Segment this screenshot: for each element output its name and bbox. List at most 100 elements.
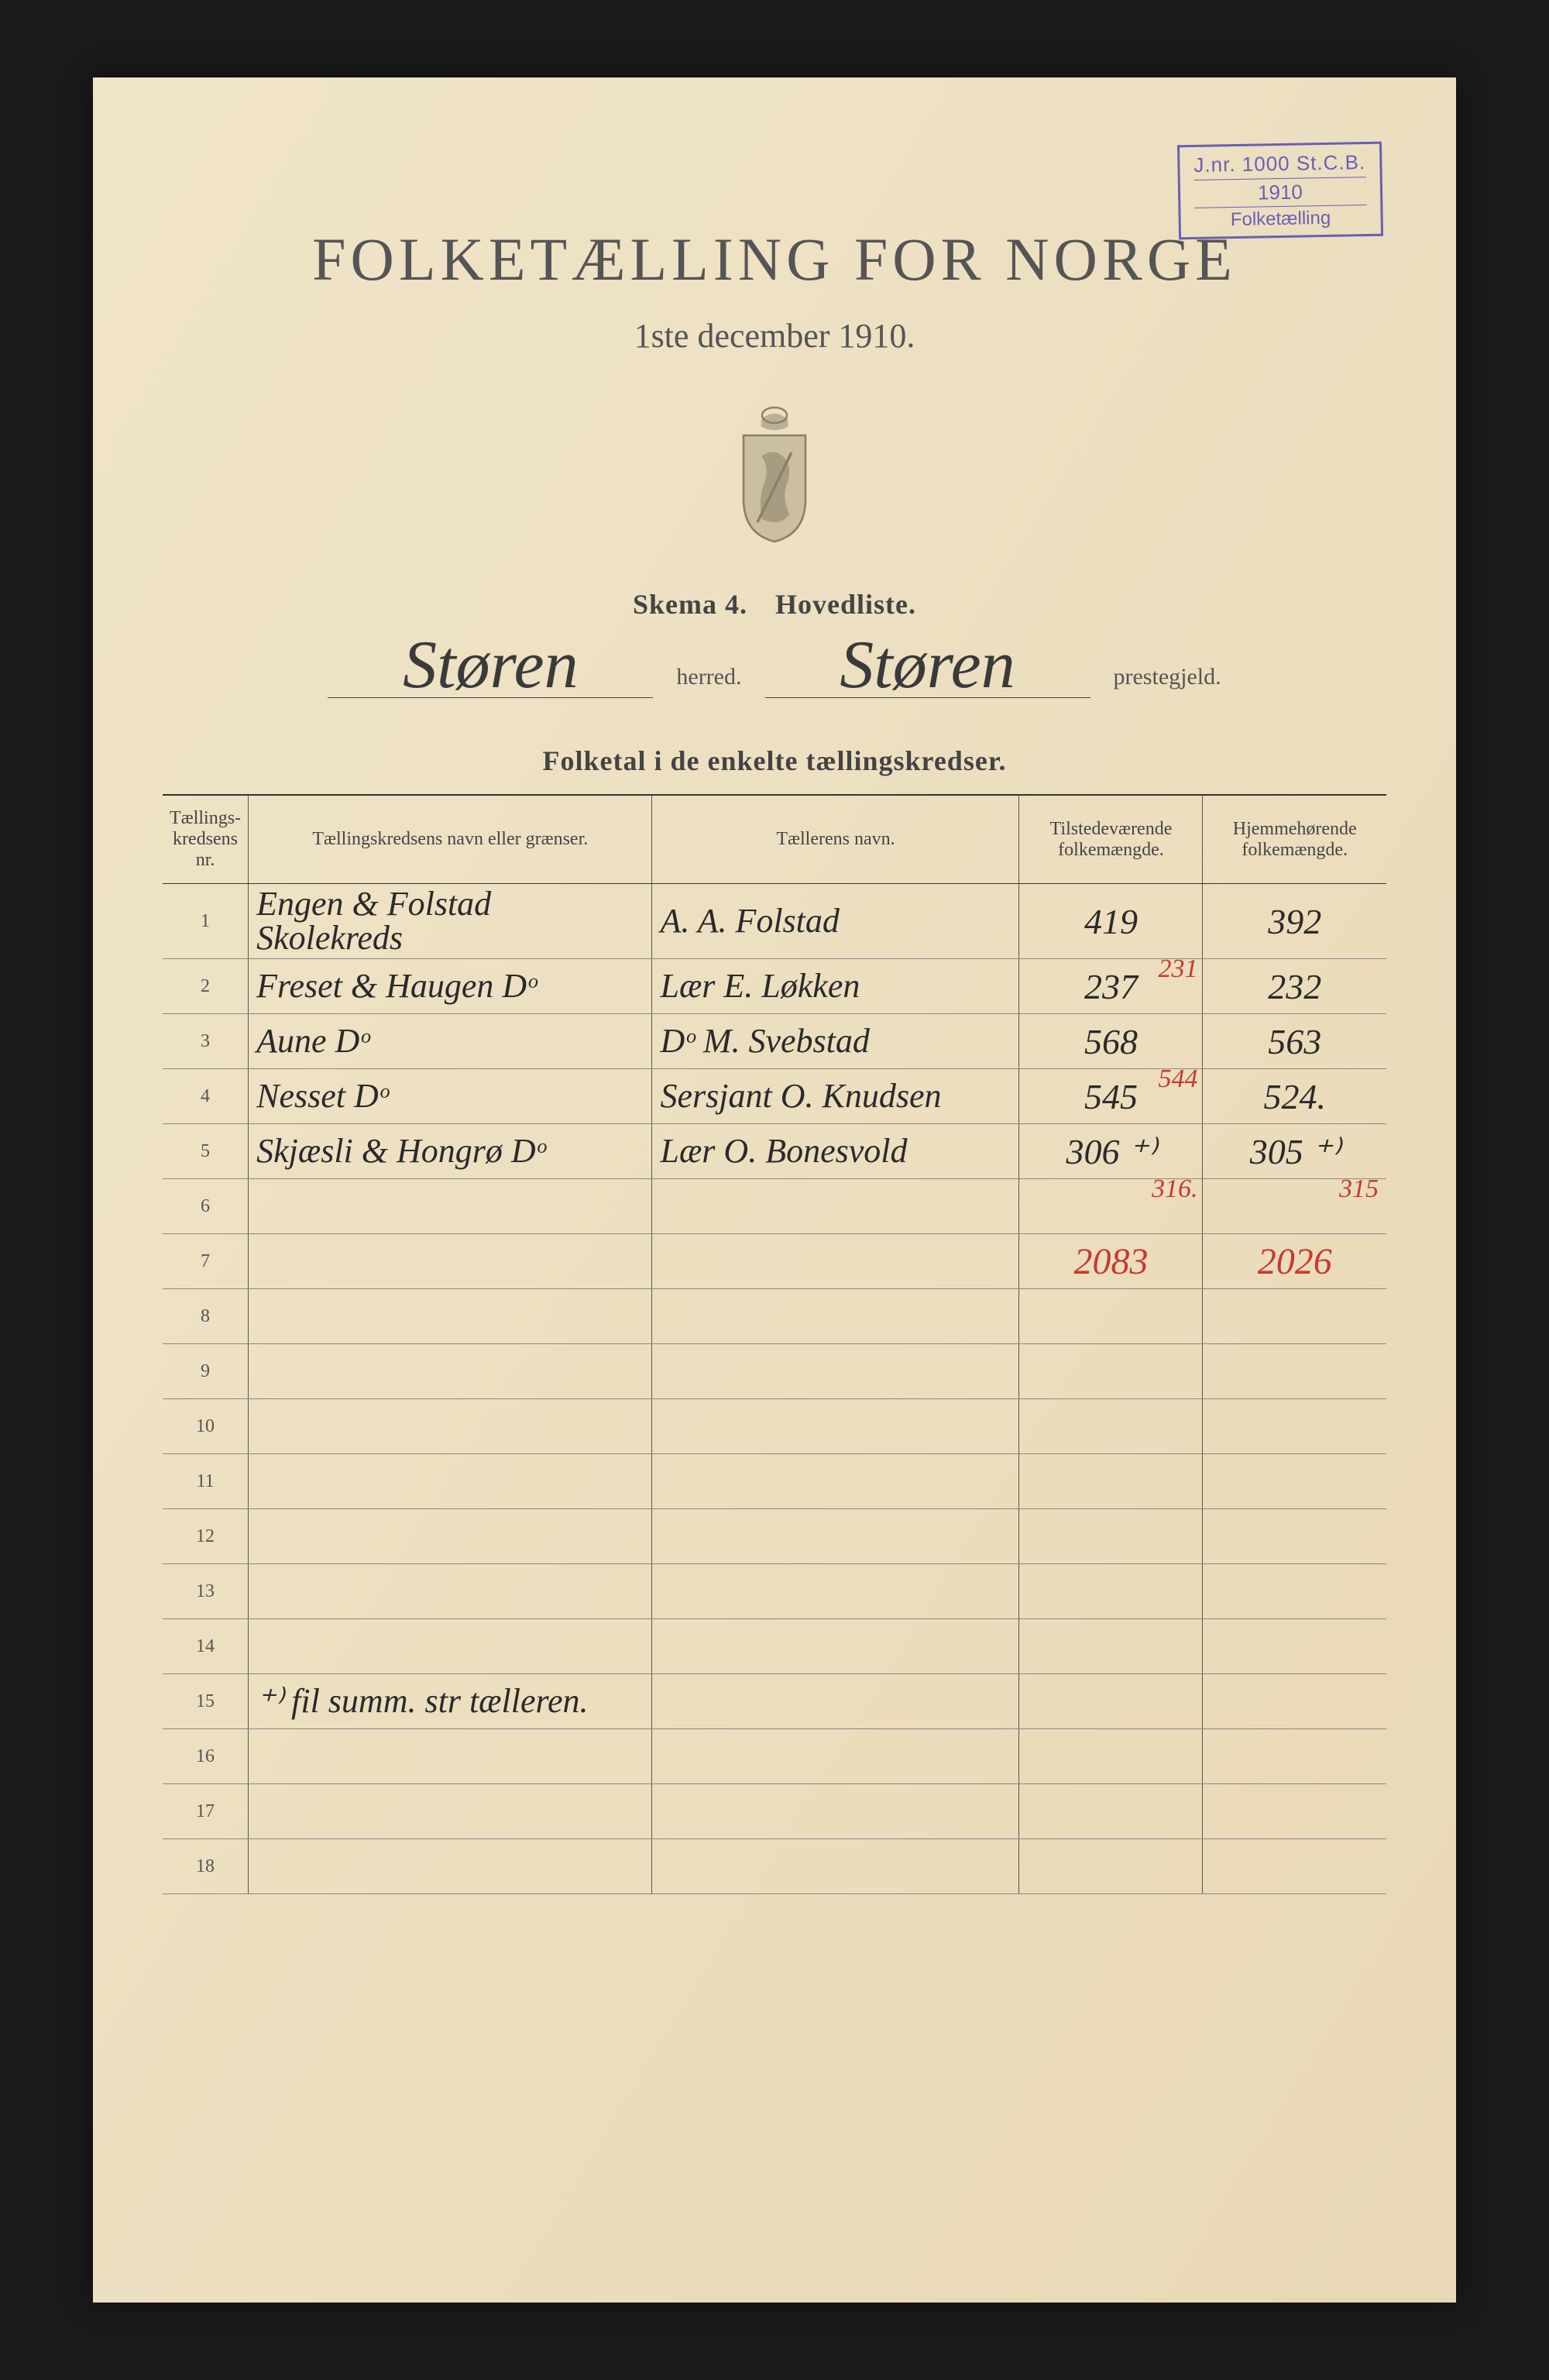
cell-enumerator-name: Lær O. Bonesvold — [652, 1124, 1019, 1179]
cell-row-number: 14 — [163, 1619, 249, 1674]
cell-enumerator-name: Dᵒ M. Svebstad — [652, 1014, 1019, 1069]
herred-label: herred. — [676, 664, 741, 698]
cell-row-number: 9 — [163, 1344, 249, 1399]
prestegjeld-label: prestegjeld. — [1114, 664, 1221, 698]
table-row: 5Skjæsli & Hongrø DᵒLær O. Bonesvold306 … — [163, 1124, 1386, 1179]
cell-present-population: 237231 — [1019, 959, 1203, 1014]
cell-enumerator-name — [652, 1179, 1019, 1234]
cell-resident-population: 392 — [1203, 884, 1386, 959]
herred-value: Støren — [328, 635, 653, 698]
cell-enumerator-name — [652, 1399, 1019, 1454]
cell-row-number: 4 — [163, 1069, 249, 1124]
cell-district-name: ⁺⁾ fil summ. str tælleren. — [249, 1674, 652, 1729]
cell-district-name — [249, 1839, 652, 1894]
cell-district-name: Freset & Haugen Dᵒ — [249, 959, 652, 1014]
cell-resident-population — [1203, 1344, 1386, 1399]
col-header-teller: Tællerens navn. — [652, 795, 1019, 884]
cell-enumerator-name — [652, 1509, 1019, 1564]
cell-district-name — [249, 1454, 652, 1509]
table-row: 10 — [163, 1399, 1386, 1454]
cell-resident-population — [1203, 1619, 1386, 1674]
table-row: 2Freset & Haugen DᵒLær E. Løkken23723123… — [163, 959, 1386, 1014]
cell-enumerator-name — [652, 1564, 1019, 1619]
cell-present-population — [1019, 1454, 1203, 1509]
cell-row-number: 10 — [163, 1399, 249, 1454]
prestegjeld-value: Støren — [765, 635, 1090, 698]
cell-enumerator-name — [652, 1674, 1019, 1729]
cell-resident-population — [1203, 1839, 1386, 1894]
cell-present-population — [1019, 1289, 1203, 1344]
document-subtitle: 1ste december 1910. — [163, 316, 1386, 356]
cell-row-number: 6 — [163, 1179, 249, 1234]
cell-enumerator-name — [652, 1729, 1019, 1784]
cell-present-population: 419 — [1019, 884, 1203, 959]
table-row: 720832026 — [163, 1234, 1386, 1289]
stamp-line-3: Folketælling — [1195, 205, 1367, 232]
cell-resident-population: 524. — [1203, 1069, 1386, 1124]
cell-present-population — [1019, 1564, 1203, 1619]
cell-resident-population — [1203, 1564, 1386, 1619]
document-paper: J.nr. 1000 St.C.B. 1910 Folketælling FOL… — [93, 77, 1456, 2303]
registration-stamp: J.nr. 1000 St.C.B. 1910 Folketælling — [1177, 142, 1383, 240]
cell-resident-population — [1203, 1399, 1386, 1454]
cell-present-population — [1019, 1344, 1203, 1399]
cell-present-population — [1019, 1674, 1203, 1729]
cell-resident-population: 315 — [1203, 1179, 1386, 1234]
cell-resident-population: 563 — [1203, 1014, 1386, 1069]
cell-district-name — [249, 1179, 652, 1234]
cell-row-number: 3 — [163, 1014, 249, 1069]
cell-resident-population — [1203, 1784, 1386, 1839]
page-background: J.nr. 1000 St.C.B. 1910 Folketælling FOL… — [0, 0, 1549, 2380]
cell-district-name — [249, 1619, 652, 1674]
cell-row-number: 11 — [163, 1454, 249, 1509]
table-row: 15⁺⁾ fil summ. str tælleren. — [163, 1674, 1386, 1729]
cell-district-name — [249, 1564, 652, 1619]
cell-row-number: 8 — [163, 1289, 249, 1344]
cell-resident-population — [1203, 1454, 1386, 1509]
cell-resident-population: 232 — [1203, 959, 1386, 1014]
table-header-row: Tællings-kredsens nr. Tællingskredsens n… — [163, 795, 1386, 884]
table-row: 13 — [163, 1564, 1386, 1619]
cell-enumerator-name: A. A. Folstad — [652, 884, 1019, 959]
table-row: 4Nesset DᵒSersjant O. Knudsen545544524. — [163, 1069, 1386, 1124]
coat-of-arms-icon — [163, 398, 1386, 549]
cell-district-name — [249, 1509, 652, 1564]
cell-row-number: 17 — [163, 1784, 249, 1839]
cell-enumerator-name: Sersjant O. Knudsen — [652, 1069, 1019, 1124]
cell-row-number: 18 — [163, 1839, 249, 1894]
cell-present-population — [1019, 1509, 1203, 1564]
cell-resident-population — [1203, 1674, 1386, 1729]
cell-resident-population: 305 ⁺⁾ — [1203, 1124, 1386, 1179]
cell-district-name: Nesset Dᵒ — [249, 1069, 652, 1124]
cell-resident-population — [1203, 1509, 1386, 1564]
form-type-line: Skema 4. Hovedliste. — [163, 588, 1386, 621]
table-row: 18 — [163, 1839, 1386, 1894]
table-row: 3Aune DᵒDᵒ M. Svebstad568563 — [163, 1014, 1386, 1069]
cell-district-name — [249, 1399, 652, 1454]
stamp-line-2: 1910 — [1194, 177, 1366, 208]
cell-present-population — [1019, 1784, 1203, 1839]
cell-enumerator-name — [652, 1454, 1019, 1509]
cell-district-name — [249, 1289, 652, 1344]
cell-present-population — [1019, 1399, 1203, 1454]
table-row: 9 — [163, 1344, 1386, 1399]
cell-row-number: 7 — [163, 1234, 249, 1289]
cell-enumerator-name — [652, 1234, 1019, 1289]
cell-present-population — [1019, 1619, 1203, 1674]
col-header-name: Tællingskredsens navn eller grænser. — [249, 795, 652, 884]
cell-district-name: Aune Dᵒ — [249, 1014, 652, 1069]
cell-enumerator-name — [652, 1344, 1019, 1399]
cell-district-name — [249, 1344, 652, 1399]
cell-row-number: 5 — [163, 1124, 249, 1179]
cell-district-name: Skjæsli & Hongrø Dᵒ — [249, 1124, 652, 1179]
cell-present-population: 306 ⁺⁾ — [1019, 1124, 1203, 1179]
hovedliste-label: Hovedliste. — [775, 589, 916, 620]
cell-row-number: 12 — [163, 1509, 249, 1564]
cell-row-number: 15 — [163, 1674, 249, 1729]
cell-row-number: 1 — [163, 884, 249, 959]
table-row: 8 — [163, 1289, 1386, 1344]
col-header-hjemmehorende: Hjemmehørende folkemængde. — [1203, 795, 1386, 884]
jurisdiction-row: Støren herred. Støren prestegjeld. — [163, 635, 1386, 698]
cell-enumerator-name — [652, 1784, 1019, 1839]
cell-enumerator-name — [652, 1839, 1019, 1894]
